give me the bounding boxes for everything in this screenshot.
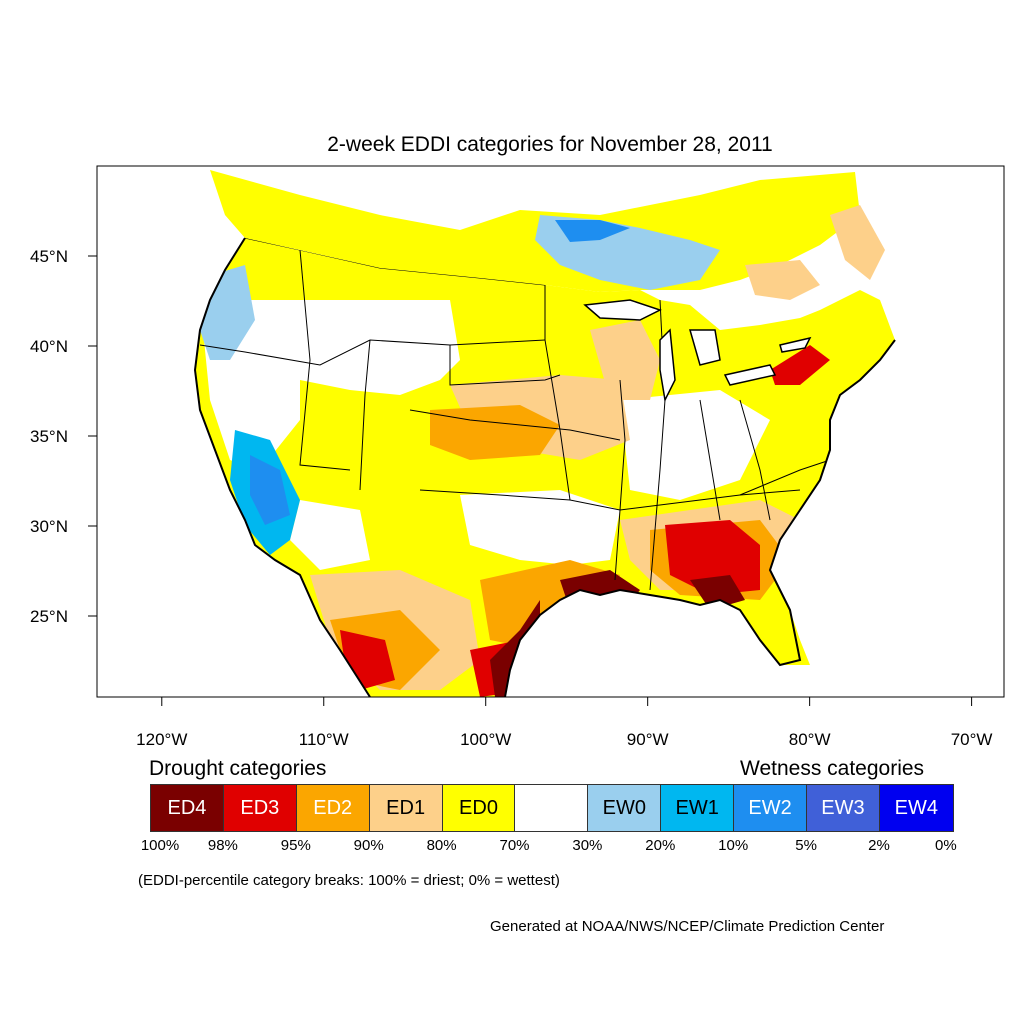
legend-swatch-ew3: EW3 <box>807 785 880 831</box>
neutral-southern-plains <box>460 490 620 565</box>
lon-tick-label: 70°W <box>951 730 993 749</box>
northeast-ed3 <box>770 345 830 385</box>
legend-break-label: 80% <box>426 837 457 854</box>
lon-tick-label: 90°W <box>627 730 669 749</box>
legend-break-label: 95% <box>280 837 311 854</box>
legend-swatch-ed2: ED2 <box>296 785 370 831</box>
legend-break-label: 90% <box>353 837 384 854</box>
legend-swatch-ed3: ED3 <box>223 785 297 831</box>
canada-ed1-patch <box>745 260 820 300</box>
footer-credit: Generated at NOAA/NWS/NCEP/Climate Predi… <box>490 918 885 935</box>
canada-ed1-patch-2 <box>830 205 885 280</box>
legend-break-label: 2% <box>868 837 890 854</box>
longitude-ticks: 120°W 110°W 100°W 90°W 80°W 70°W <box>136 697 992 749</box>
drought-categories-heading: Drought categories <box>149 757 327 780</box>
lat-tick-label: 30°N <box>30 517 68 536</box>
map-title: 2-week EDDI categories for November 28, … <box>327 133 773 156</box>
legend-break-label: 70% <box>499 837 530 854</box>
legend-swatch-ed4: ED4 <box>151 785 224 831</box>
neutral-sw <box>290 500 370 570</box>
legend-swatch-neutral <box>515 785 589 831</box>
eddi-map: 45°N 40°N 35°N 30°N 25°N 120°W 110°W 100°W 90°W… <box>30 165 1005 749</box>
neutral-mississippi-valley <box>620 390 770 500</box>
legend-note: (EDDI-percentile category breaks: 100% =… <box>138 872 560 889</box>
legend-break-label: 30% <box>572 837 603 854</box>
lat-tick-label: 40°N <box>30 337 68 356</box>
wetness-categories-heading: Wetness categories <box>740 757 925 780</box>
legend-break-label: 98% <box>207 837 238 854</box>
lake-superior-wet <box>555 220 630 242</box>
lat-tick-label: 35°N <box>30 427 68 446</box>
legend-swatch-ew4: EW4 <box>879 785 953 831</box>
california-wet-core <box>250 455 290 525</box>
great-lakes <box>583 299 812 403</box>
lon-tick-label: 120°W <box>136 730 187 749</box>
legend-break-label: 100% <box>140 837 180 854</box>
lat-tick-label: 45°N <box>30 247 68 266</box>
gulf-ed4 <box>690 575 745 610</box>
legend-swatch-ed0: ED0 <box>442 785 516 831</box>
coastline <box>193 237 896 698</box>
legend-break-label: 10% <box>718 837 749 854</box>
legend-break-label: 20% <box>645 837 676 854</box>
lon-tick-label: 80°W <box>789 730 831 749</box>
latitude-ticks: 45°N 40°N 35°N 30°N 25°N <box>30 247 97 626</box>
lon-tick-label: 100°W <box>460 730 511 749</box>
legend-swatch-ew0: EW0 <box>588 785 662 831</box>
legend-swatch-ew1: EW1 <box>661 785 735 831</box>
lat-tick-label: 25°N <box>30 607 68 626</box>
map-frame <box>96 165 1005 698</box>
legend-break-label: 0% <box>935 837 957 854</box>
legend-swatch-ed1: ED1 <box>369 785 443 831</box>
midwest-ed1 <box>590 320 660 400</box>
neutral-northern-plains <box>300 300 460 395</box>
legend-swatch-ew2: EW2 <box>734 785 808 831</box>
legend-break-label: 5% <box>795 837 817 854</box>
lon-tick-label: 110°W <box>299 730 349 749</box>
category-legend: ED4 ED3 ED2 ED1 ED0 EW0 EW1 EW2 EW3 EW4 <box>150 784 954 832</box>
southeast-ed3 <box>665 520 760 595</box>
